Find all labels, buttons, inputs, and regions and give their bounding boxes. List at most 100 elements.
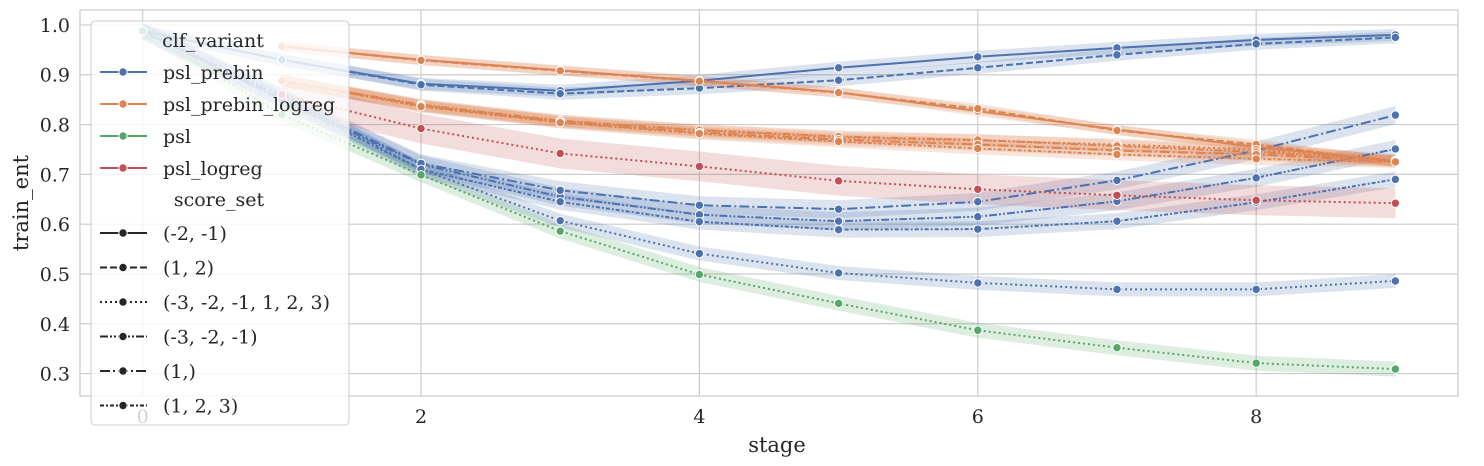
y-tick-labels: 0.3 0.4 0.5 0.6 0.7 0.8 0.9 1.0 — [40, 15, 70, 386]
marker-psl-prebin-1-2 — [973, 63, 983, 73]
marker-psl-prebin-3-2-1 — [1390, 144, 1401, 154]
marker-psl-prebin-logreg-1-2-3 — [416, 101, 426, 112]
marker-psl-prebin-logreg-1-2 — [416, 55, 426, 66]
y-axis-title: train_ent — [9, 154, 33, 251]
x-tick-label: 8 — [1250, 406, 1262, 428]
series-line-psl-prebin-3-2-1 — [142, 30, 1396, 223]
marker-psl-prebin-1-2 — [416, 80, 426, 90]
legend-entry-psl-prebin: psl_prebin — [163, 62, 263, 84]
band-psl-prebin-3-2-1-1-2-3 — [142, 23, 1396, 297]
legend-box — [90, 20, 350, 426]
legend-entry-psl: psl — [163, 126, 191, 148]
marker-psl-prebin-1-2 — [1390, 32, 1401, 43]
marker-psl-prebin-logreg-1-2 — [694, 76, 705, 86]
legend-hue-title: clf_variant — [162, 30, 264, 52]
marker-psl-logreg-3-2-1-1-2-3 — [833, 176, 844, 186]
marker-psl-prebin-3-2-1-1-2-3 — [973, 278, 983, 288]
marker-psl-prebin-1-2 — [1251, 39, 1261, 49]
marker-psl-prebin-logreg-1-2-3 — [1112, 149, 1122, 160]
legend-marker-psl-prebin-logreg — [118, 99, 128, 109]
x-tick-label: 2 — [415, 406, 427, 428]
legend-marker-psl-prebin — [118, 67, 128, 77]
x-axis-title: stage — [748, 433, 806, 457]
series-line-psl-3-2-1-1-2-3 — [142, 30, 1396, 371]
marker-psl-prebin-1 — [1112, 175, 1122, 186]
marker-psl-logreg-3-2-1-1-2-3 — [694, 161, 705, 172]
legend-style-marker-1-2 — [118, 262, 128, 273]
y-tick-label: 0.3 — [40, 364, 70, 386]
marker-psl-prebin-1-2 — [1112, 50, 1122, 60]
y-tick-label: 0.9 — [40, 65, 70, 87]
marker-psl-prebin-1 — [555, 185, 565, 195]
marker-psl-prebin-1-2-3 — [973, 224, 983, 234]
marker-psl-prebin-3-2-1-1-2-3 — [694, 248, 705, 259]
marker-psl-prebin-logreg-1-2-3 — [555, 117, 565, 128]
marker-psl-prebin-1-2-3 — [833, 224, 844, 235]
legend-style-entry-3-2-1-1-2-3: (-3, -2, -1, 1, 2, 3) — [163, 292, 330, 314]
legend-style-marker-3-2-1-1-2-3 — [118, 297, 128, 307]
y-tick-label: 1.0 — [40, 15, 70, 37]
legend-marker-psl-logreg — [118, 163, 128, 173]
marker-psl-prebin-logreg-1-2 — [1112, 125, 1122, 136]
marker-psl-prebin-1-2 — [833, 75, 844, 85]
y-tick-label: 0.8 — [40, 115, 70, 137]
marker-psl-prebin-logreg-1-2-3 — [1251, 154, 1261, 164]
legend-style-entry-1-2: (1, 2) — [163, 258, 214, 280]
x-tick-label: 6 — [972, 406, 984, 428]
marker-psl-prebin-1-2-3 — [1112, 216, 1122, 226]
y-tick-label: 0.4 — [40, 314, 70, 336]
marker-psl-logreg-3-2-1-1-2-3 — [1390, 198, 1401, 208]
marker-psl-prebin-1 — [1390, 110, 1401, 120]
marker-psl-prebin-1-2 — [555, 88, 565, 99]
marker-psl-prebin-1 — [694, 200, 705, 210]
marker-psl-prebin-1-2-3 — [555, 197, 565, 207]
series-line-psl-prebin-1 — [142, 29, 1396, 211]
series-line-psl-prebin-logreg-1-2 — [281, 45, 1396, 163]
marker-psl-3-2-1-1-2-3 — [555, 226, 565, 236]
marker-psl-prebin-3-2-1 — [973, 211, 983, 222]
marker-psl-prebin-logreg-1-2-3 — [1390, 157, 1401, 167]
legend-style-entry-1: (1,) — [163, 361, 196, 383]
marker-psl-logreg-3-2-1-1-2-3 — [1112, 190, 1122, 200]
marker-psl-prebin-1-2-3 — [694, 216, 705, 227]
band-psl-prebin-1-2 — [142, 24, 1396, 100]
legend: clf_variant psl_prebin psl_prebin_logregps… — [90, 20, 350, 426]
marker-psl-prebin-logreg-1-2-3 — [694, 128, 705, 139]
legend-style-entry-3-2-1: (-3, -2, -1) — [163, 327, 258, 349]
marker-psl-logreg-3-2-1-1-2-3 — [416, 123, 426, 134]
marker-psl-3-2-1-1-2-3 — [833, 298, 844, 309]
legend-style-marker-1-2-3 — [118, 400, 128, 411]
marker-psl-3-2-1-1-2-3 — [1112, 342, 1122, 353]
y-tick-label: 0.6 — [40, 214, 70, 236]
marker-psl-prebin-2-1 — [973, 52, 983, 62]
marker-psl-prebin-1 — [833, 204, 844, 214]
marker-psl-prebin-1 — [973, 197, 983, 207]
legend-style-marker-3-2-1 — [118, 331, 128, 342]
marker-psl-prebin-1-2-3 — [1390, 174, 1401, 185]
marker-psl-prebin-3-2-1-1-2-3 — [833, 268, 844, 278]
series-line-psl-logreg-3-2-1-1-2-3 — [281, 93, 1396, 205]
marker-psl-3-2-1-1-2-3 — [416, 170, 426, 180]
marker-psl-prebin-3-2-1-1-2-3 — [1251, 284, 1261, 295]
legend-style-marker-1 — [118, 366, 128, 376]
band-psl-prebin-1-2-3 — [142, 22, 1396, 238]
legend-style-entry-2-1: (-2, -1) — [163, 223, 227, 245]
legend-style-title: score_set — [174, 189, 265, 211]
marker-psl-prebin-logreg-1-2-3 — [973, 143, 983, 154]
marker-psl-3-2-1-1-2-3 — [1251, 358, 1261, 368]
x-tick-label: 4 — [693, 406, 705, 428]
marker-psl-prebin-logreg-1-2 — [833, 87, 844, 98]
marker-psl-3-2-1-1-2-3 — [1390, 364, 1401, 374]
marker-psl-prebin-logreg-1-2-3 — [833, 136, 844, 147]
marker-psl-logreg-3-2-1-1-2-3 — [1251, 195, 1261, 205]
marker-psl-3-2-1-1-2-3 — [694, 269, 705, 280]
legend-entry-psl-logreg: psl_logreg — [163, 158, 263, 180]
marker-psl-prebin-2-1 — [833, 63, 844, 73]
marker-psl-logreg-3-2-1-1-2-3 — [555, 148, 565, 159]
marker-psl-prebin-3-2-1-1-2-3 — [1390, 276, 1401, 286]
series-markers — [137, 26, 1401, 374]
marker-psl-prebin-3-2-1 — [833, 216, 844, 226]
series-line-psl-prebin-1-2 — [142, 29, 1396, 95]
marker-psl-logreg-3-2-1-1-2-3 — [973, 184, 983, 195]
